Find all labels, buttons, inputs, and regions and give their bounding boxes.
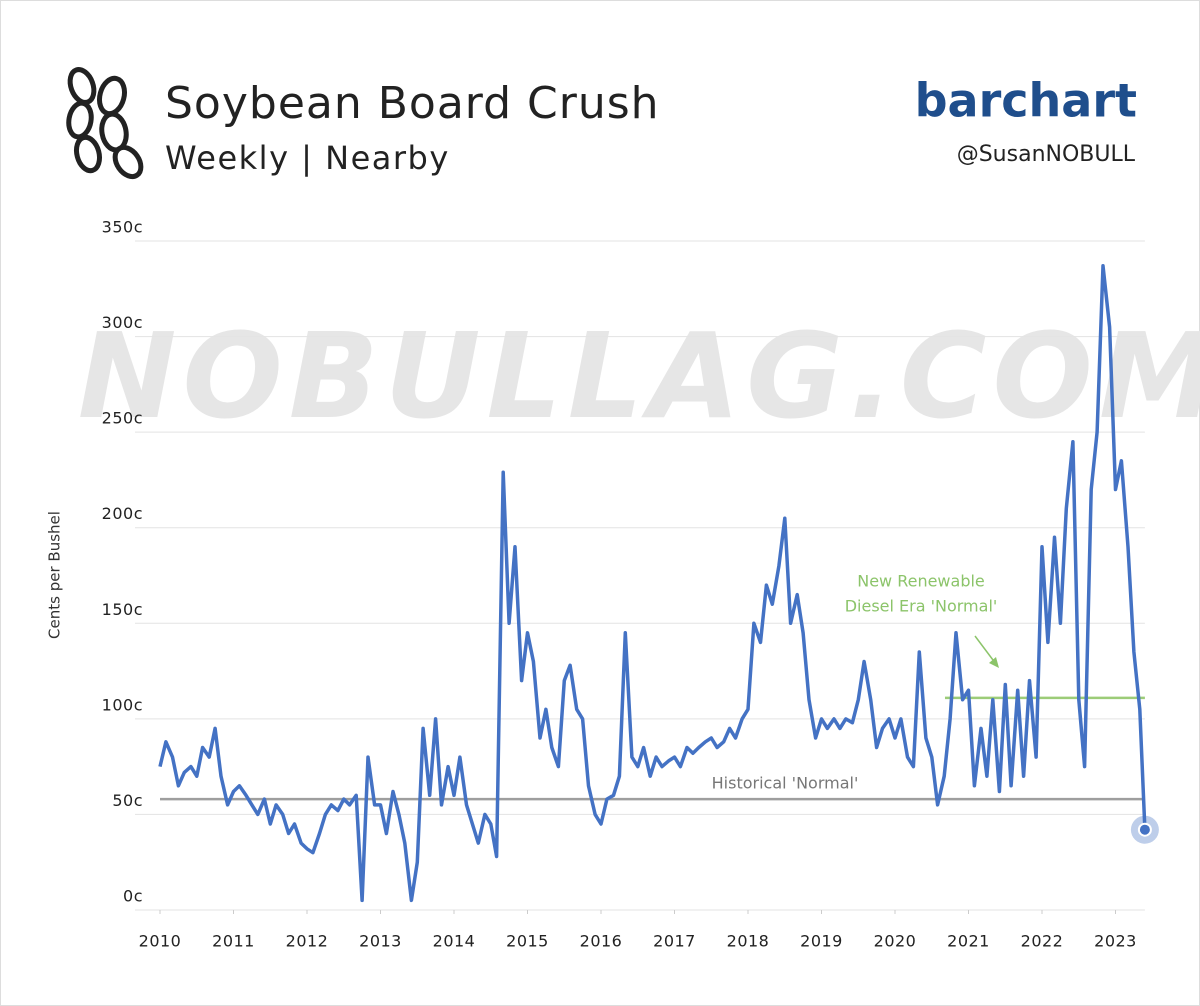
x-tick-label: 2013	[359, 932, 402, 951]
x-tick-label: 2014	[433, 932, 476, 951]
annotation-arrowhead	[989, 657, 999, 668]
x-tick-label: 2018	[727, 932, 770, 951]
y-tick-label: 350c	[102, 218, 143, 237]
x-tick-label: 2023	[1094, 932, 1137, 951]
x-tick-label: 2022	[1021, 932, 1064, 951]
x-tick-label: 2019	[800, 932, 843, 951]
y-tick-label: 0c	[123, 887, 143, 906]
y-tick-label: 250c	[102, 409, 143, 428]
y-tick-label: 300c	[102, 313, 143, 332]
y-tick-label: 100c	[102, 695, 143, 714]
chart-title: Soybean Board Crush	[165, 78, 660, 129]
plot-area: 0c 50c 100c 150c 200c 250c 300c 350c 2010 2011 201…	[102, 218, 1159, 951]
handle: @SusanNOBULL	[957, 142, 1136, 167]
y-tick-label: 200c	[102, 504, 143, 523]
annotation-arrow	[974, 635, 997, 665]
x-tick-label: 2012	[286, 932, 329, 951]
x-tick-label: 2020	[874, 932, 917, 951]
x-tick-label: 2017	[653, 932, 696, 951]
x-tick-label: 2011	[212, 932, 255, 951]
y-axis-label: Cents per Bushel	[46, 511, 64, 639]
brand: barchart	[915, 74, 1137, 128]
x-tick-label: 2021	[947, 932, 990, 951]
watermark: NOBULLAG.COM	[78, 307, 1200, 445]
y-tick-label: 150c	[102, 600, 143, 619]
annotation: New Renewable	[857, 572, 985, 591]
x-tick-label: 2016	[580, 932, 623, 951]
end-point	[1137, 822, 1152, 837]
logo-icon	[66, 67, 144, 180]
annotation: Diesel Era 'Normal'	[845, 597, 998, 616]
line-series	[158, 264, 1147, 903]
chart-subtitle: Weekly | Nearby	[165, 139, 450, 177]
y-tick-label: 50c	[112, 791, 143, 810]
annotation: Historical 'Normal'	[712, 774, 859, 793]
x-tick-label: 2015	[506, 932, 549, 951]
x-tick-label: 2010	[139, 932, 182, 951]
